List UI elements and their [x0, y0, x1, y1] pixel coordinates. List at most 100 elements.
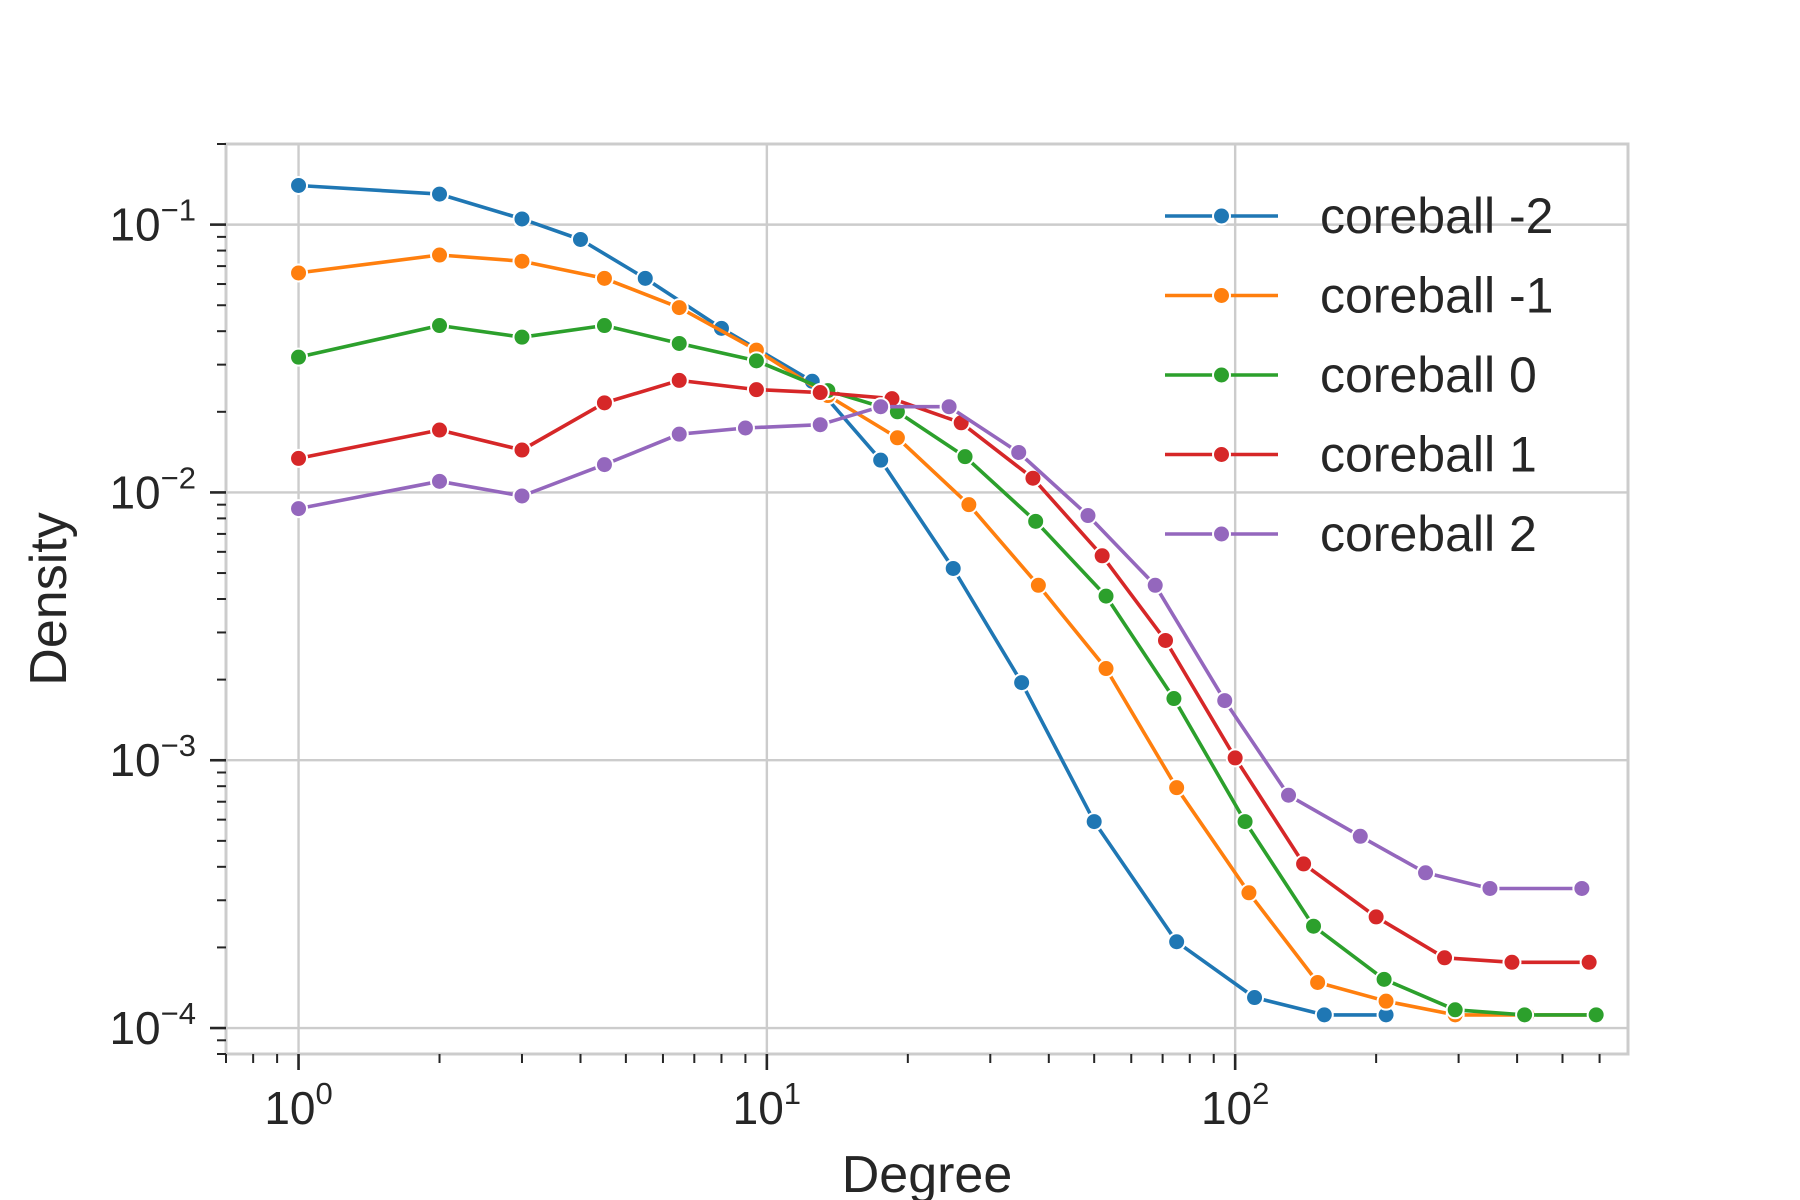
data-point: [669, 424, 689, 444]
y-tick-label: 10−4: [109, 996, 196, 1054]
data-point: [1009, 442, 1029, 462]
data-point: [1012, 673, 1032, 693]
y-tick-exponent: −2: [161, 460, 196, 495]
data-point: [594, 316, 614, 336]
data-point: [1023, 468, 1043, 488]
x-tick-base: 10: [1201, 1082, 1252, 1134]
series-line: [298, 323, 1597, 1017]
x-tick-label: 100: [264, 1076, 332, 1134]
y-tick-label: 10−1: [109, 193, 196, 251]
data-point: [810, 415, 830, 435]
series-line: [298, 378, 1590, 965]
data-point: [289, 263, 309, 283]
legend-item: coreball 1: [1165, 427, 1537, 483]
data-point: [1096, 586, 1116, 606]
data-point: [1167, 932, 1187, 952]
data-point: [570, 229, 590, 249]
y-tick-base: 10: [109, 1002, 160, 1054]
data-point: [939, 397, 959, 417]
data-point: [746, 351, 766, 371]
series-line: [298, 183, 1387, 1017]
data-point: [512, 486, 532, 506]
series-line: [298, 404, 1582, 891]
y-tick-base: 10: [109, 466, 160, 518]
data-point: [289, 448, 309, 468]
data-point: [1239, 883, 1259, 903]
y-tick-exponent: −4: [161, 996, 196, 1031]
legend-item: coreball -1: [1165, 268, 1553, 324]
y-tick-label: 10−2: [109, 460, 196, 518]
data-point: [1416, 863, 1436, 883]
legend-item: coreball 2: [1165, 506, 1537, 562]
data-point: [430, 471, 450, 491]
data-point: [1215, 691, 1235, 711]
data-point: [1092, 546, 1112, 566]
legend-label: coreball -1: [1320, 268, 1553, 324]
data-point: [430, 245, 450, 265]
data-point: [289, 175, 309, 195]
data-point: [1308, 972, 1328, 992]
data-point: [512, 327, 532, 347]
data-point: [1304, 916, 1324, 936]
data-point: [1435, 948, 1455, 968]
legend-swatch-marker: [1212, 445, 1231, 464]
data-point: [594, 455, 614, 475]
data-point: [1145, 575, 1165, 595]
data-point: [1084, 812, 1104, 832]
data-point: [669, 370, 689, 390]
data-point: [1572, 878, 1592, 898]
series-coreball0: [289, 316, 1606, 1025]
data-point: [1515, 1005, 1535, 1025]
series-coreball1: [289, 370, 1599, 972]
series-layer: [289, 175, 1606, 1025]
data-point: [746, 380, 766, 400]
legend-swatch-marker: [1212, 365, 1231, 385]
series-coreballneg1: [289, 245, 1606, 1025]
data-point: [1028, 575, 1048, 595]
x-tick-label: 101: [733, 1076, 801, 1134]
data-point: [430, 420, 450, 440]
data-point: [1026, 511, 1046, 531]
legend: coreball -2 coreball -1 coreball 0 coreball…: [1165, 188, 1553, 562]
data-point: [289, 499, 309, 519]
data-point: [871, 450, 891, 470]
y-tick-base: 10: [109, 199, 160, 251]
data-point: [289, 347, 309, 367]
x-axis-title: Degree: [842, 1146, 1013, 1200]
data-point: [512, 440, 532, 460]
data-point: [1235, 812, 1255, 832]
series-line: [298, 253, 1597, 1017]
data-point: [1586, 1005, 1606, 1025]
legend-label: coreball 0: [1320, 347, 1537, 403]
legend-label: coreball -2: [1320, 188, 1553, 244]
series-coreball2: [289, 397, 1592, 898]
legend-label: coreball 2: [1320, 506, 1537, 562]
legend-swatch-marker: [1212, 286, 1231, 305]
data-point: [430, 316, 450, 336]
data-point: [871, 397, 891, 417]
data-point: [955, 447, 975, 467]
data-point: [1350, 826, 1370, 846]
legend-swatch-marker: [1212, 206, 1231, 226]
x-tick-exponent: 2: [1252, 1076, 1269, 1111]
data-point: [1225, 748, 1245, 768]
data-point: [887, 428, 907, 448]
data-point: [1167, 778, 1187, 798]
data-point: [512, 209, 532, 229]
data-point: [1502, 952, 1522, 972]
data-point: [1445, 1000, 1465, 1020]
x-tick-base: 10: [733, 1082, 784, 1134]
data-point: [1374, 969, 1394, 989]
y-tick-base: 10: [109, 734, 160, 786]
data-point: [1294, 854, 1314, 874]
x-tick-exponent: 0: [316, 1076, 333, 1111]
data-point: [1078, 506, 1098, 526]
y-tick-exponent: −3: [161, 728, 196, 763]
y-tick-exponent: −1: [161, 193, 196, 228]
data-point: [594, 393, 614, 413]
x-tick-exponent: 1: [784, 1076, 801, 1111]
legend-swatch-marker: [1212, 524, 1231, 544]
data-point: [1314, 1005, 1334, 1025]
data-point: [1279, 785, 1299, 805]
data-point: [943, 558, 963, 578]
